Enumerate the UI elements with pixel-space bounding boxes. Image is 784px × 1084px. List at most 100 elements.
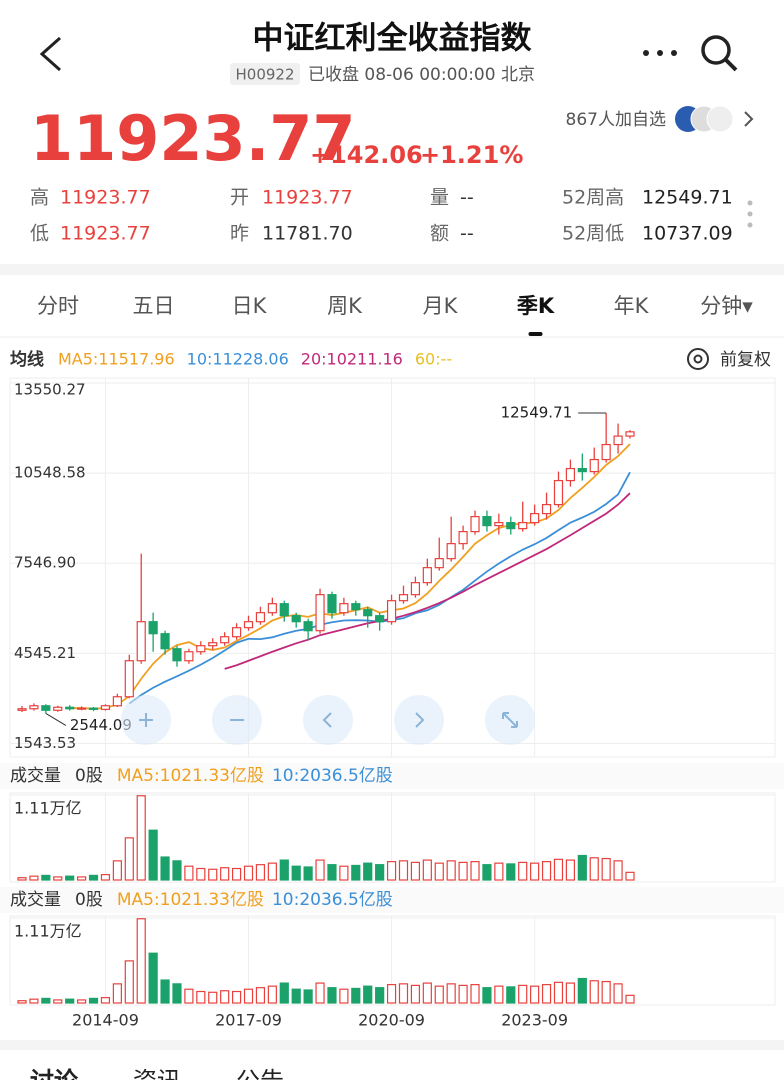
volume-legend: MA5:1021.33亿股 xyxy=(117,890,264,910)
volume-bar xyxy=(88,874,99,881)
side-dots[interactable] xyxy=(747,200,753,228)
candle-body xyxy=(422,567,432,584)
candle-body xyxy=(458,531,468,545)
volume-bar xyxy=(351,864,361,881)
bottom-tab[interactable]: 资讯 xyxy=(133,1067,181,1084)
candle-body xyxy=(613,435,623,446)
y-tick-label: 1543.53 xyxy=(14,734,76,752)
volume-bar xyxy=(196,867,206,881)
candle-body xyxy=(530,513,540,524)
tab[interactable]: 季K xyxy=(517,294,555,318)
bottom-tab[interactable]: 公告 xyxy=(236,1067,284,1084)
volume-bar xyxy=(553,858,564,881)
annotation: 2544.09 xyxy=(70,716,132,734)
volume-bar xyxy=(112,860,122,881)
control-icon xyxy=(322,712,332,728)
volume-bar xyxy=(553,981,564,1004)
avatar xyxy=(706,105,734,133)
volume-bar xyxy=(291,865,301,881)
candle-body xyxy=(327,594,337,614)
candle-body xyxy=(184,651,194,662)
candle-body xyxy=(112,696,122,707)
tab[interactable]: 周K xyxy=(327,294,363,318)
volume-bar xyxy=(136,795,146,881)
volume-bar xyxy=(530,862,540,881)
adjust-icon[interactable] xyxy=(687,348,709,370)
bottom-tab[interactable]: 讨论 xyxy=(30,1067,79,1084)
volume-bar xyxy=(184,988,194,1004)
volume-bar xyxy=(136,918,146,1004)
y-tick-label: 4545.21 xyxy=(14,644,76,662)
volume-bar xyxy=(541,861,552,881)
more-button[interactable] xyxy=(643,50,677,56)
volume-bar xyxy=(279,982,289,1004)
candle-body xyxy=(375,615,385,623)
search-button[interactable] xyxy=(701,35,738,72)
volume-bar xyxy=(613,860,623,881)
volume-legend: 成交量 xyxy=(10,766,61,786)
annotation-line xyxy=(45,713,67,726)
candle-body xyxy=(553,479,564,506)
volume-bar xyxy=(77,876,87,881)
volume-bar xyxy=(17,877,27,881)
candle-body xyxy=(77,707,87,710)
volume-bar xyxy=(279,859,289,881)
stat-value: -- xyxy=(460,187,474,209)
ma-legend: 60:-- xyxy=(415,350,452,369)
price: 11923.77 xyxy=(30,102,356,175)
candle-body xyxy=(410,582,421,596)
volume-bar xyxy=(243,865,254,881)
chart-control[interactable] xyxy=(303,695,353,745)
tab[interactable]: 分钟▾ xyxy=(700,294,753,318)
tab[interactable]: 分时 xyxy=(37,294,79,318)
volume-bar xyxy=(160,979,170,1004)
volume-legend: 10:2036.5亿股 xyxy=(272,766,393,786)
tab[interactable]: 五日 xyxy=(133,294,175,318)
stat-label: 低 xyxy=(30,223,49,245)
ma-line xyxy=(224,492,631,670)
volume-bar xyxy=(375,864,385,881)
y-tick-label: 13550.27 xyxy=(14,381,86,399)
volume-bar xyxy=(231,990,242,1004)
tab[interactable]: 日K xyxy=(232,294,268,318)
volume-bar xyxy=(565,982,575,1004)
annotation: 12549.71 xyxy=(501,404,573,422)
volume-bar xyxy=(41,874,51,881)
candle-body xyxy=(315,594,325,632)
volume-bar xyxy=(410,861,421,881)
candle-body xyxy=(625,431,635,437)
volume-bar xyxy=(53,999,63,1004)
volume-bar xyxy=(220,867,230,881)
ma-legend: 10:11228.06 xyxy=(187,350,289,369)
volume-bar xyxy=(398,983,409,1004)
tab[interactable]: 月K xyxy=(423,294,459,318)
tab[interactable]: 年K xyxy=(614,294,650,318)
candle-body xyxy=(196,645,206,653)
x-tick-label: 2020-09 xyxy=(358,1011,425,1030)
volume-bar xyxy=(446,860,456,881)
candle-body xyxy=(160,633,170,650)
chart-control[interactable] xyxy=(394,695,444,745)
code-badge xyxy=(230,63,300,85)
stat-value: 11923.77 xyxy=(60,187,151,209)
change-pct: +1.21% xyxy=(420,141,523,169)
candle-body xyxy=(565,467,575,482)
candle-body xyxy=(589,458,599,473)
candle-body xyxy=(518,522,528,530)
title: 中证红利全收益指数 xyxy=(253,21,532,57)
volume-bar xyxy=(267,985,277,1004)
chevron xyxy=(744,111,754,127)
followers[interactable]: 867人加自选 xyxy=(566,110,666,130)
candle-body xyxy=(291,615,301,623)
stat-label: 52周高 xyxy=(562,187,624,209)
volume-bar xyxy=(77,999,87,1004)
candle-body xyxy=(446,543,456,560)
ma-legend: 20:10211.16 xyxy=(301,350,403,369)
back-button[interactable] xyxy=(39,36,61,72)
ma-line xyxy=(69,443,631,710)
candle-body xyxy=(208,642,218,647)
volume-bar xyxy=(255,864,266,881)
divider xyxy=(0,1040,784,1050)
adjust[interactable]: 前复权 xyxy=(720,350,771,370)
